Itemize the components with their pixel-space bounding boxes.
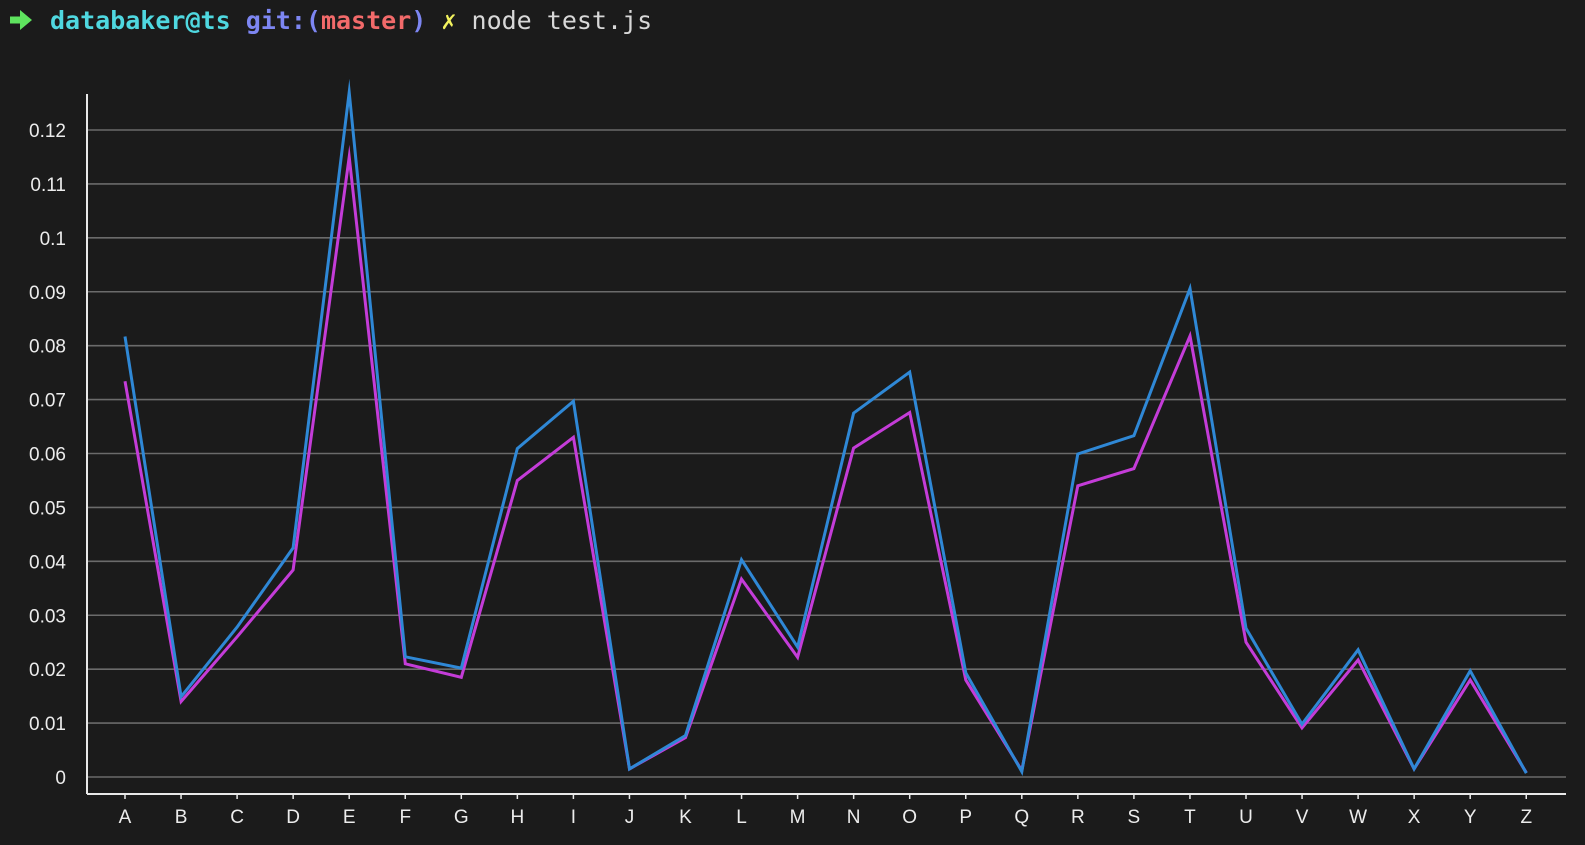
prompt-command: node test.js bbox=[471, 5, 653, 35]
x-tick-label: Y bbox=[1464, 807, 1477, 828]
prompt-git-label: git:( bbox=[245, 5, 321, 35]
x-tick-label: U bbox=[1239, 807, 1253, 828]
y-tick-label: 0.07 bbox=[29, 391, 66, 412]
x-tick-label: Q bbox=[1014, 807, 1029, 828]
x-tick-label: T bbox=[1184, 807, 1196, 828]
arrow-right-icon bbox=[8, 7, 34, 33]
x-tick-label: W bbox=[1349, 807, 1367, 828]
x-tick-label: S bbox=[1128, 807, 1141, 828]
x-tick-label: V bbox=[1296, 807, 1309, 828]
y-tick-label: 0.02 bbox=[29, 660, 66, 681]
x-tick-label: G bbox=[454, 807, 469, 828]
x-tick-label: P bbox=[959, 807, 972, 828]
x-tick-label: D bbox=[286, 807, 300, 828]
shell-prompt: databaker@ts git:(master) ✗ node test.js bbox=[8, 2, 652, 38]
y-tick-label: 0.1 bbox=[40, 229, 66, 250]
y-tick-label: 0.09 bbox=[29, 283, 66, 304]
x-tick-label: R bbox=[1071, 807, 1085, 828]
y-tick-label: 0.12 bbox=[29, 121, 66, 142]
x-tick-label: H bbox=[510, 807, 524, 828]
y-tick-label: 0.01 bbox=[29, 714, 66, 735]
y-tick-label: 0.11 bbox=[30, 175, 66, 196]
x-tick-label: N bbox=[847, 807, 861, 828]
prompt-branch: master bbox=[320, 5, 412, 35]
prompt-user-host: databaker@ts bbox=[50, 5, 231, 35]
x-tick-label: J bbox=[625, 807, 635, 828]
y-tick-label: 0 bbox=[55, 768, 66, 789]
prompt-git-close: ) bbox=[411, 5, 427, 35]
series-line-magenta bbox=[123, 144, 1528, 775]
x-tick-labels: A B C D E F G H I J K L M N O P Q R S T U V W X Y Z bbox=[119, 807, 1533, 828]
x-tick-label: F bbox=[399, 807, 411, 828]
x-tick-label: L bbox=[736, 807, 747, 828]
x-tick-label: I bbox=[571, 807, 576, 828]
y-tick-label: 0.04 bbox=[29, 552, 66, 573]
x-tick-label: C bbox=[230, 807, 244, 828]
prompt-dirty-marker: ✗ bbox=[441, 5, 457, 35]
y-tick-label: 0.03 bbox=[29, 606, 66, 627]
y-tick-label: 0.06 bbox=[29, 445, 66, 466]
x-tick-label: E bbox=[343, 807, 356, 828]
x-tick-label: A bbox=[119, 807, 132, 828]
grid-lines bbox=[87, 129, 1566, 778]
axes bbox=[86, 94, 1566, 799]
series-line-blue bbox=[123, 78, 1528, 776]
x-tick-label: Z bbox=[1520, 807, 1532, 828]
y-tick-label: 0.08 bbox=[29, 337, 66, 358]
x-tick-label: O bbox=[902, 807, 917, 828]
y-tick-label: 0.05 bbox=[29, 498, 66, 519]
x-tick-label: X bbox=[1408, 807, 1421, 828]
y-tick-labels: 0 0.01 0.02 0.03 0.04 0.05 0.06 0.07 0.08 0.09 0.1… bbox=[29, 121, 66, 789]
x-tick-label: B bbox=[175, 807, 188, 828]
series-lines bbox=[123, 78, 1528, 776]
x-tick-label: M bbox=[790, 807, 806, 828]
x-tick-label: K bbox=[679, 807, 692, 828]
